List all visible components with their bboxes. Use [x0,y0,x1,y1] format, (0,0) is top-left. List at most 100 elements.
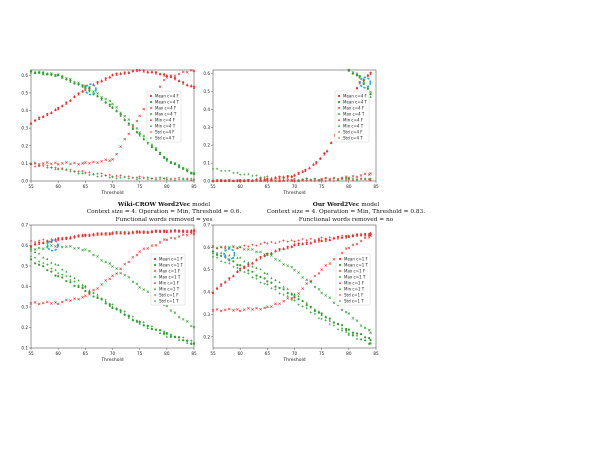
data-point [135,127,139,130]
data-point [42,240,45,244]
data-point [108,99,112,103]
data-point [186,168,189,172]
data-point [96,82,99,85]
series-std-c-1-f [29,229,196,244]
data-point [186,178,189,181]
data-point [347,234,350,237]
highlight-circle [223,248,236,261]
data-point [340,234,344,237]
data-point [33,165,37,168]
data-point [57,275,60,278]
data-point [336,237,340,240]
data-point [274,249,277,252]
data-point [73,81,76,84]
data-point [313,179,316,183]
series-min-c-4-t [29,70,196,174]
data-point [138,177,141,180]
data-point [100,98,103,101]
data-point [65,161,68,164]
data-point [181,233,185,236]
data-point [165,76,169,79]
data-point [108,262,112,265]
data-point [163,73,166,76]
x-tick-label: 70 [292,184,298,189]
data-point [169,74,173,78]
data-point [131,123,135,127]
data-point [278,259,281,262]
data-point [131,232,134,235]
data-point [111,73,114,76]
data-point [88,289,91,292]
data-point [293,179,296,183]
data-point [146,70,149,73]
data-point [359,239,363,243]
data-point [115,73,118,76]
data-point [65,102,68,105]
data-point [57,238,60,241]
data-point [158,152,162,156]
y-tick-label: 0.1 [21,346,28,351]
data-point [263,277,266,280]
data-point [297,172,300,175]
data-point [61,268,64,271]
data-point [42,265,45,268]
data-point [77,246,80,250]
legend-entry: Mean c=4 F [155,93,180,98]
data-point [211,245,215,248]
data-point [266,283,269,286]
data-point [65,279,68,283]
data-point [369,233,372,237]
data-point [347,332,350,335]
legend-entry: Std c=1 T [344,298,364,303]
legend-entry: Min c=1 T [344,286,365,291]
data-point [50,261,53,264]
legend-entry: Min c=1 F [159,280,180,285]
data-point [61,276,64,279]
data-point [362,80,366,83]
data-point [131,230,134,233]
data-point [165,335,168,338]
legend-marker [338,293,342,297]
data-point [242,248,246,251]
legend-marker [337,106,341,110]
x-tick-label: 80 [346,184,352,189]
data-point [211,250,215,253]
data-point [123,72,126,75]
data-point [274,302,277,306]
x-tick-label: 70 [110,184,116,189]
x-tick-label: 75 [137,351,143,356]
legend-marker [337,130,341,134]
data-point [92,90,95,93]
data-point [177,72,181,76]
legend-entry: Std c=4 F [155,129,175,134]
data-point [42,71,45,74]
data-point [366,87,369,90]
data-point [347,312,351,315]
data-point [65,298,68,302]
data-point [108,75,111,78]
legend-marker [153,275,157,279]
data-point [255,274,258,277]
data-point [162,78,166,82]
data-point [154,147,158,150]
data-point [108,173,111,177]
data-point [131,315,134,318]
data-point [127,316,130,319]
data-point [123,273,127,277]
data-point [54,268,57,272]
data-point [305,177,308,180]
data-point [190,339,193,342]
data-point [77,162,80,166]
data-point [340,324,344,327]
data-point [266,253,269,256]
y-tick-label: 0.4 [203,290,210,295]
data-point [211,251,215,254]
data-point [247,261,250,264]
data-point [340,327,344,330]
data-point [336,235,340,239]
data-point [81,172,84,175]
data-point [37,302,41,306]
y-tick-label: 0.6 [21,73,28,78]
x-tick-label: 75 [319,351,325,356]
